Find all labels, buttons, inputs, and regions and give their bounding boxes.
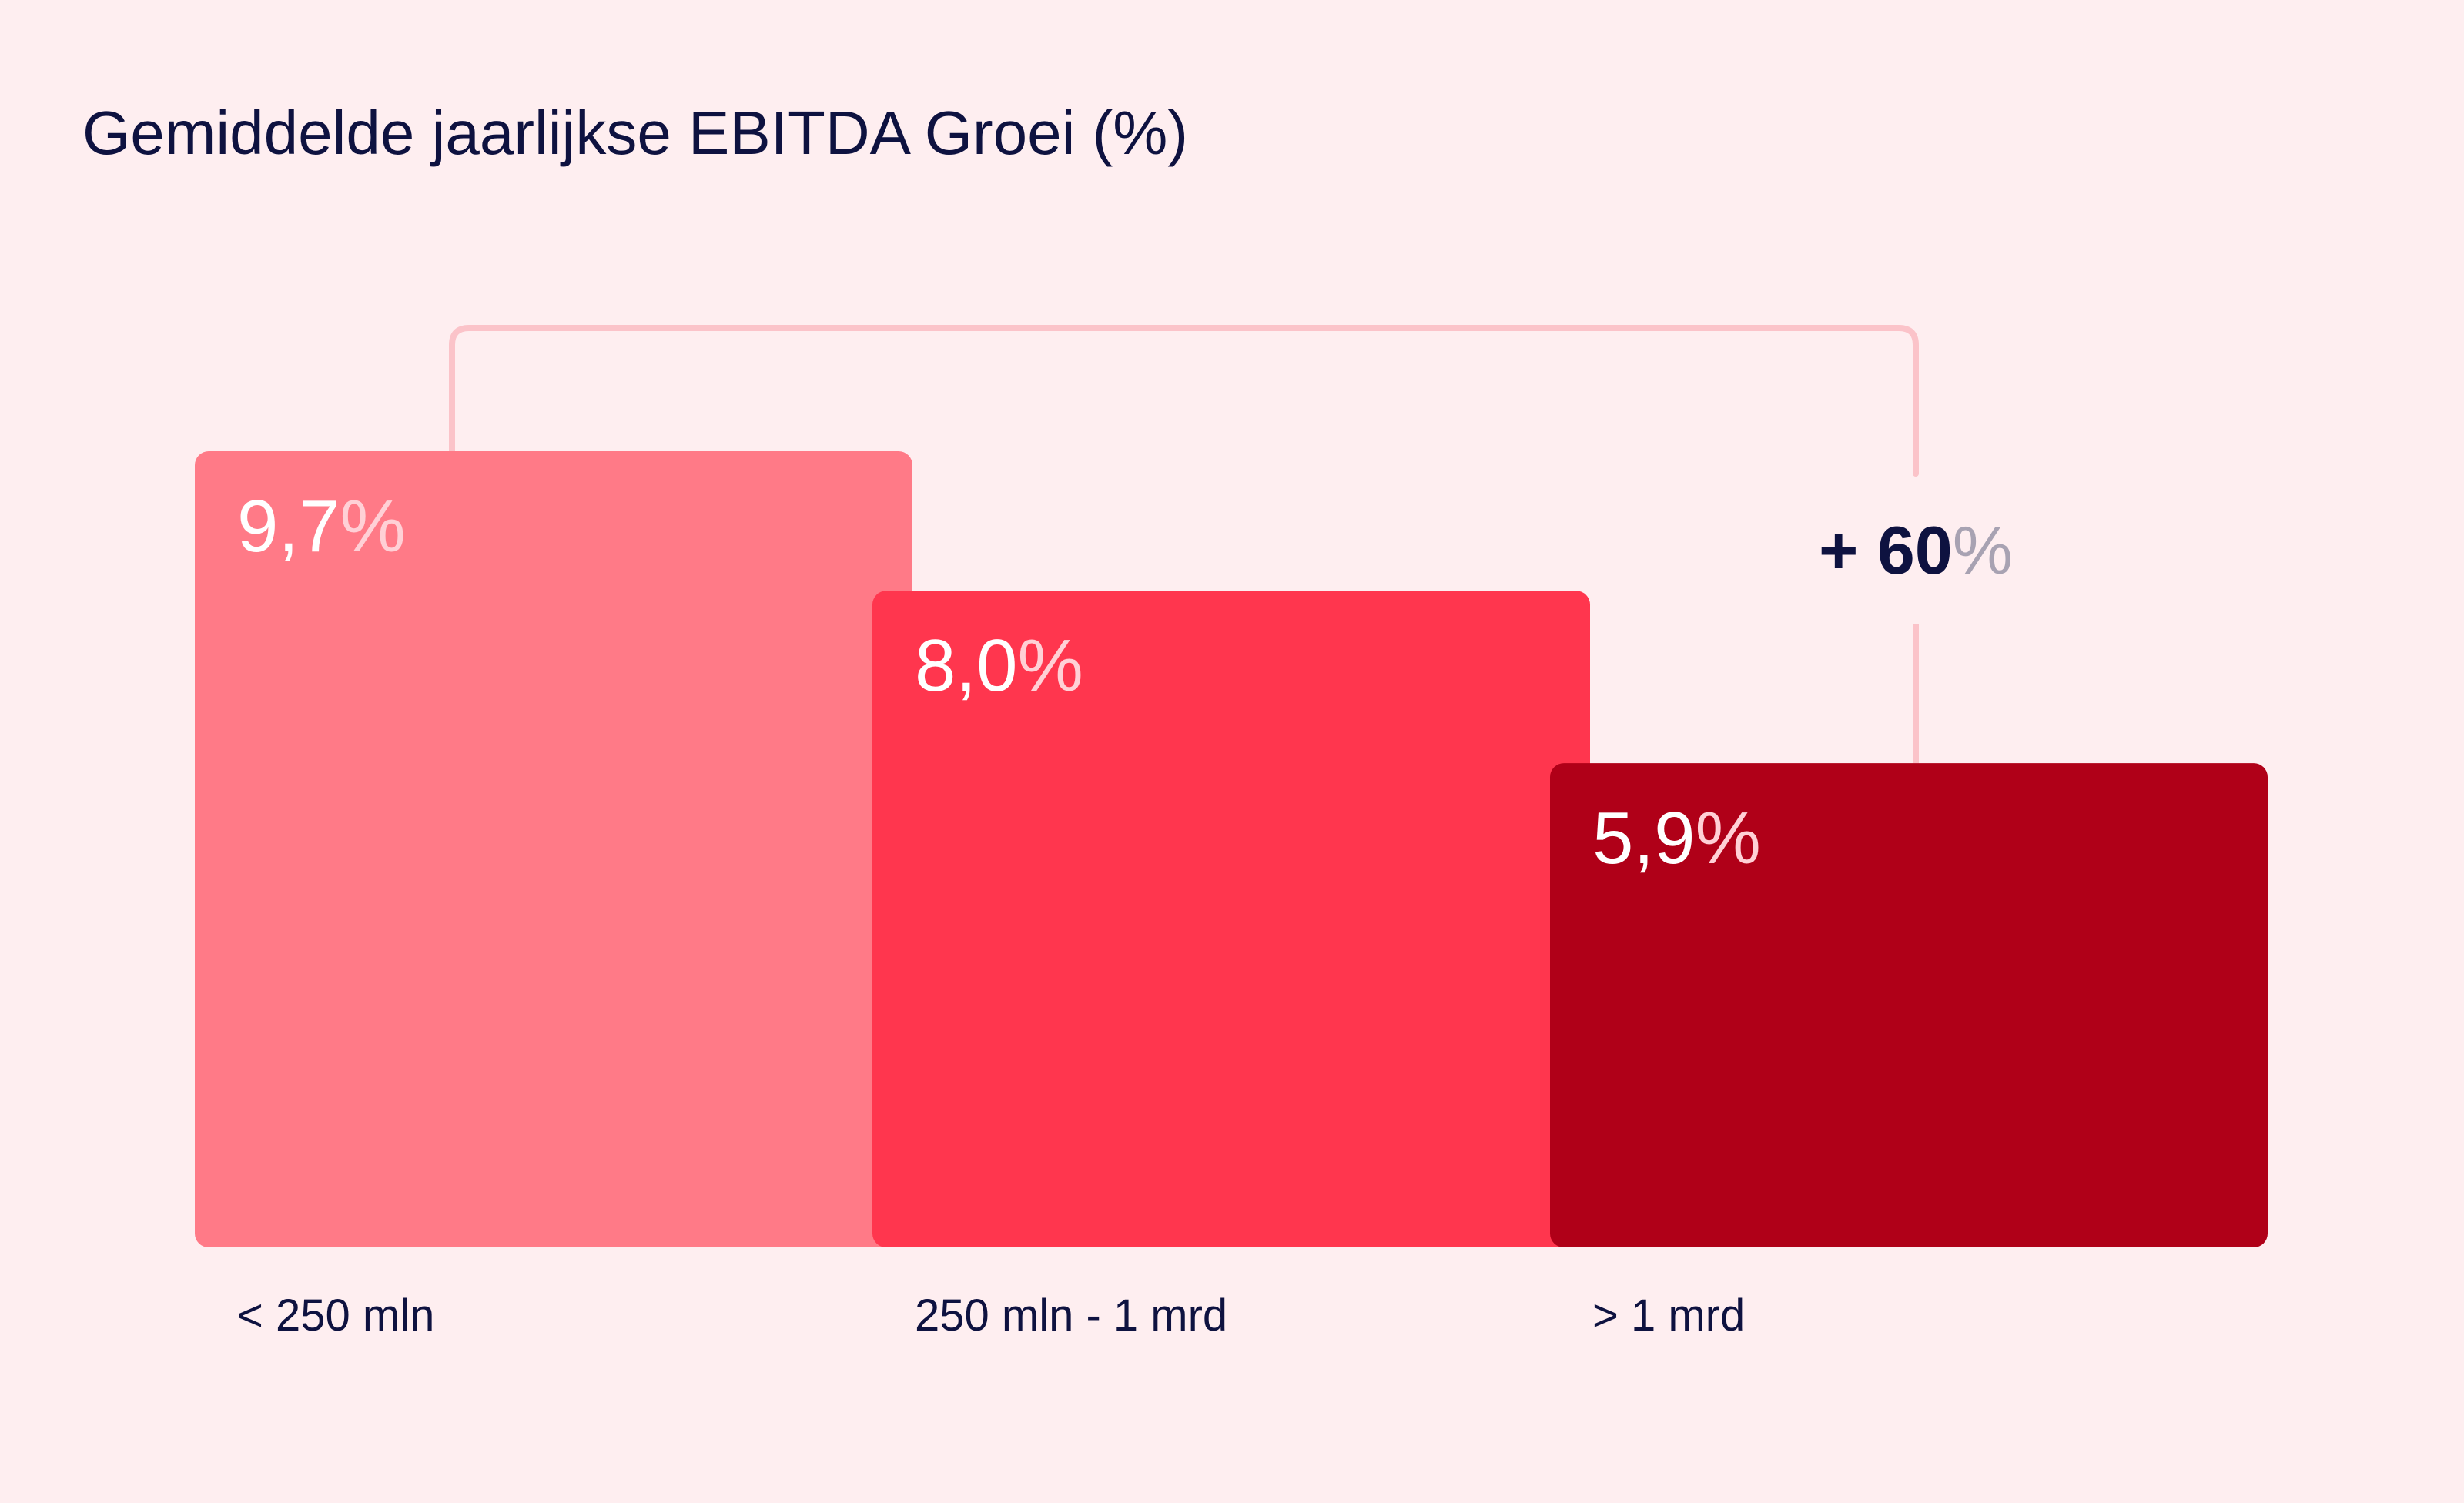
bar-3 bbox=[1550, 763, 2268, 1247]
bar-value-number: 9,7 bbox=[237, 485, 340, 567]
labels-group: 9,7% < 250 mln 8,0% 250 mln - 1 mrd 5,9% > 1 … bbox=[237, 485, 2013, 1341]
comparison-bracket bbox=[449, 325, 1919, 477]
bars-group bbox=[195, 451, 2268, 1247]
growth-difference-label: + 60% bbox=[1819, 512, 2013, 588]
bar-1 bbox=[195, 451, 912, 1247]
chart-title: Gemiddelde jaarlijkse EBITDA Groei (%) bbox=[82, 99, 1188, 167]
growth-difference-prefix: + bbox=[1819, 512, 1877, 588]
comparison-bracket-group bbox=[449, 325, 1919, 764]
category-label-1-mrd: > 1 mrd bbox=[1592, 1290, 1745, 1341]
bar-value-label-1: 9,7% bbox=[237, 485, 406, 567]
bar-2 bbox=[872, 591, 1590, 1247]
bar-value-label-3: 5,9% bbox=[1592, 797, 1761, 879]
growth-difference-value: 60 bbox=[1877, 512, 1953, 588]
category-label-250-mln: < 250 mln bbox=[237, 1290, 434, 1341]
category-label-250-mln-1-mrd: 250 mln - 1 mrd bbox=[915, 1290, 1227, 1341]
bar-value-suffix: % bbox=[340, 485, 405, 567]
bar-value-number: 5,9 bbox=[1592, 797, 1695, 879]
bar-value-suffix: % bbox=[1017, 624, 1083, 707]
bar-value-label-2: 8,0% bbox=[915, 624, 1083, 707]
bar-value-number: 8,0 bbox=[915, 624, 1017, 707]
bar-value-suffix: % bbox=[1695, 797, 1760, 879]
growth-difference-suffix: % bbox=[1953, 512, 2013, 588]
